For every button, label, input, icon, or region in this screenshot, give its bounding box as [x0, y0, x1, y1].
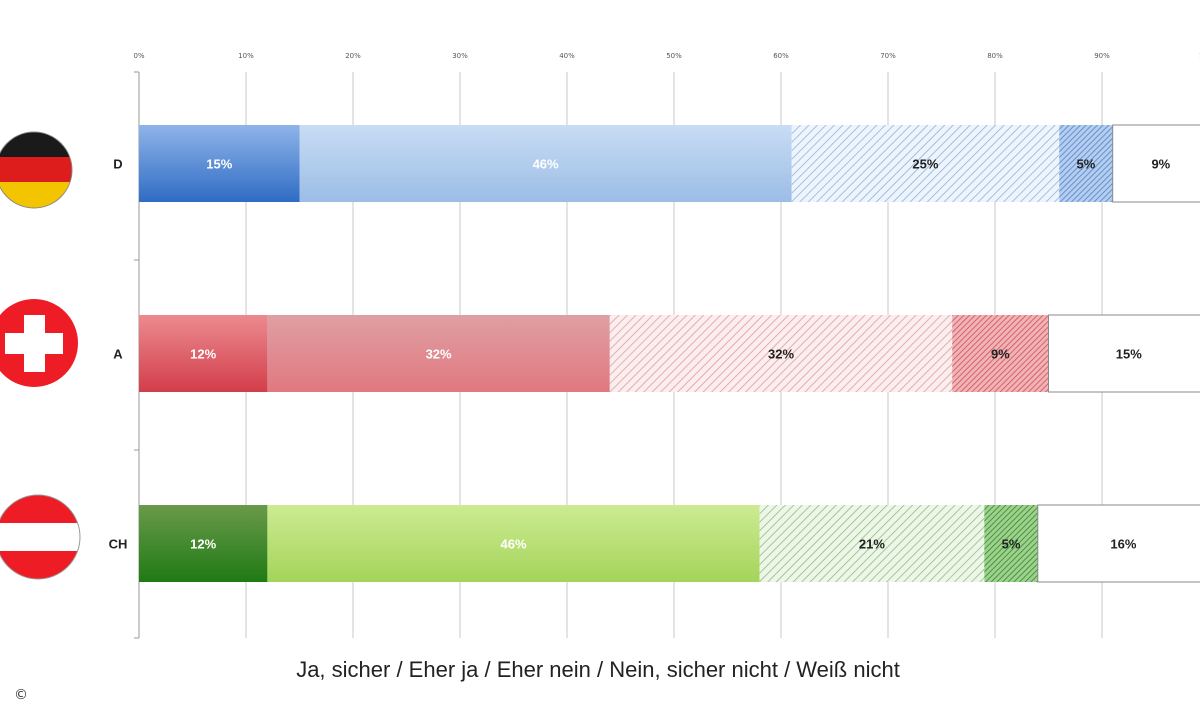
- x-tick-label: 20%: [345, 52, 361, 60]
- bar-segment: [952, 315, 1049, 392]
- category-label: D: [113, 157, 122, 172]
- bar-segment: [609, 315, 953, 392]
- data-label: 5%: [1002, 537, 1021, 552]
- data-label: 5%: [1077, 157, 1096, 172]
- data-label: 12%: [190, 347, 216, 362]
- x-tick-label: 70%: [880, 52, 896, 60]
- x-tick-label: 30%: [452, 52, 468, 60]
- x-tick-label: 0%: [133, 52, 144, 60]
- data-label: 32%: [426, 347, 452, 362]
- copyright-icon: ©: [14, 687, 28, 703]
- bar-segment: [139, 505, 268, 582]
- bar-segment: [1037, 504, 1200, 583]
- x-tick-label: 90%: [1094, 52, 1110, 60]
- category-label: A: [113, 347, 123, 362]
- data-label: 46%: [500, 537, 526, 552]
- data-label: 16%: [1110, 537, 1136, 552]
- bar-segment: [984, 505, 1038, 582]
- x-tick-label: 60%: [773, 52, 789, 60]
- x-tick-label: 50%: [666, 52, 682, 60]
- bar-segment: [267, 315, 610, 392]
- bar-segment: [139, 315, 268, 392]
- bar-segment: [759, 505, 985, 582]
- data-label: 12%: [190, 537, 216, 552]
- x-tick-label: 40%: [559, 52, 575, 60]
- data-label: 9%: [1151, 157, 1170, 172]
- austria-flag-icon: [0, 494, 81, 580]
- bar-segment: [1112, 124, 1200, 203]
- category-label: CH: [109, 537, 128, 552]
- germany-flag-icon: [0, 131, 73, 209]
- data-label: 15%: [1116, 347, 1142, 362]
- bar-segment: [1048, 314, 1200, 393]
- bar-segment: [1059, 125, 1113, 202]
- bar-segment: [791, 125, 1060, 202]
- x-axis-label: Ja, sicher / Eher ja / Eher nein / Nein,…: [296, 657, 900, 682]
- data-label: 21%: [859, 537, 885, 552]
- data-label: 15%: [206, 157, 232, 172]
- bar-segment: [299, 125, 792, 202]
- data-label: 32%: [768, 347, 794, 362]
- switzerland-flag-icon: [0, 299, 78, 387]
- x-tick-label: 80%: [987, 52, 1003, 60]
- data-label: 46%: [533, 157, 559, 172]
- data-label: 9%: [991, 347, 1010, 362]
- bar-segment: [267, 505, 760, 582]
- x-tick-label: 100%: [1199, 52, 1200, 60]
- x-tick-label: 10%: [238, 52, 254, 60]
- data-label: 25%: [912, 157, 938, 172]
- bar-segment: [139, 125, 300, 202]
